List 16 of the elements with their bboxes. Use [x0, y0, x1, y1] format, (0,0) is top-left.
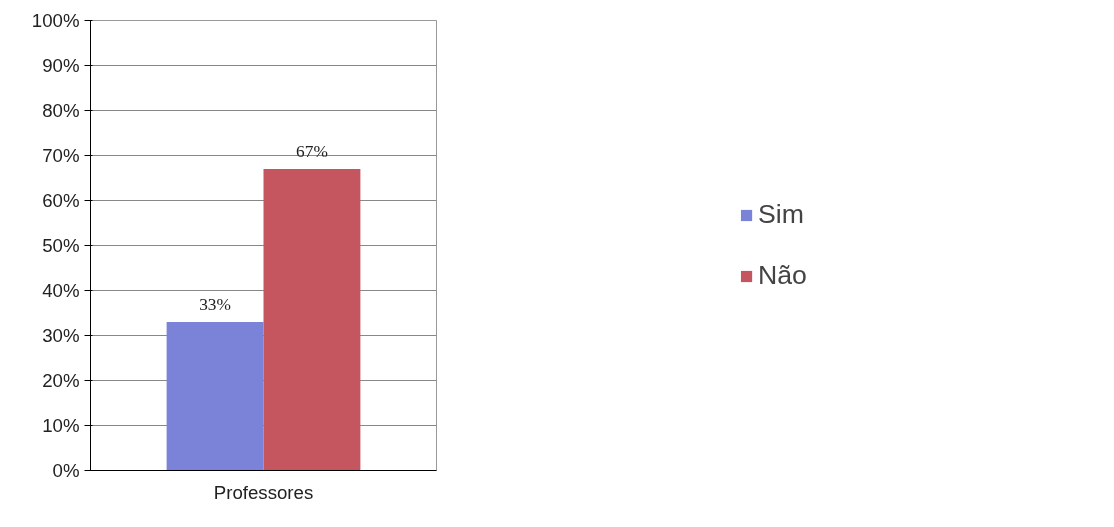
y-tick-label: 50%: [42, 235, 80, 256]
y-tick-label: 100%: [31, 10, 80, 31]
y-tick-label: 30%: [42, 325, 80, 346]
y-tick-label: 10%: [42, 415, 80, 436]
x-tick-label: Professores: [213, 481, 314, 503]
legend-label: Sim: [758, 199, 804, 230]
y-tick-label: 20%: [42, 370, 80, 391]
y-tick-label: 40%: [42, 280, 80, 301]
legend-label: Não: [758, 260, 807, 291]
y-tick-label: 60%: [42, 190, 80, 211]
data-label: 33%: [199, 295, 231, 314]
y-tick-label: 0%: [52, 460, 80, 481]
y-tick-label: 90%: [42, 55, 80, 76]
y-tick-label: 70%: [42, 145, 80, 166]
y-tick-label: 80%: [42, 100, 80, 121]
data-label: 67%: [296, 142, 328, 161]
